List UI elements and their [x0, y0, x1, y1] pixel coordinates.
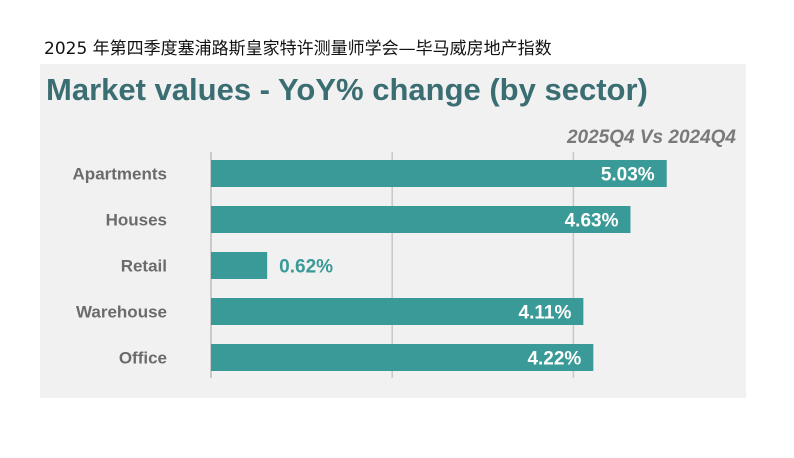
bar-office — [211, 344, 594, 371]
chart-subtitle: 2025Q4 Vs 2024Q4 — [566, 127, 736, 148]
chart-title: Market values - YoY% change (by sector) — [46, 72, 648, 107]
bar-retail — [211, 252, 268, 279]
category-label: Office — [119, 349, 167, 368]
bar-warehouse — [211, 298, 584, 325]
page-caption: 2025 年第四季度塞浦路斯皇家特许测量师学会—毕马威房地产指数 — [44, 39, 552, 59]
category-label: Warehouse — [76, 303, 167, 322]
category-label: Retail — [121, 257, 167, 276]
data-label: 4.22% — [527, 349, 581, 370]
data-label: 4.11% — [519, 303, 572, 324]
bar-houses — [211, 206, 631, 233]
data-label: 0.62% — [279, 257, 333, 278]
data-label: 4.63% — [565, 211, 619, 232]
category-label: Houses — [106, 211, 167, 230]
data-label: 5.03% — [601, 165, 655, 186]
category-label: Apartments — [73, 165, 167, 184]
bars-group: Apartments 5.03% Houses 4.63% Retail 0.62% War… — [73, 160, 667, 371]
bar-apartments — [211, 160, 667, 187]
